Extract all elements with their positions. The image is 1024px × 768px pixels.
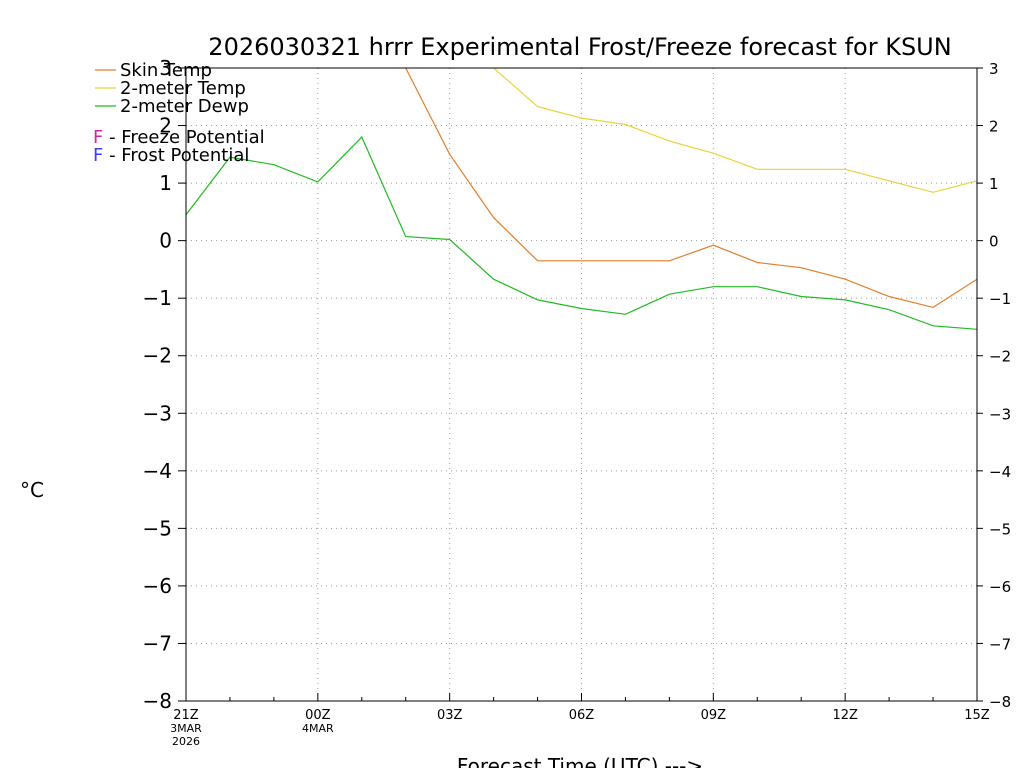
y-tick-label-left: −7 bbox=[143, 631, 172, 655]
potential-annotation: F - Freeze Potential bbox=[93, 127, 265, 148]
series-lines bbox=[186, 68, 977, 330]
potential-annotation: F - Frost Potential bbox=[93, 145, 249, 166]
x-tick-label: 03Z bbox=[437, 708, 463, 723]
series-line-skin-temp bbox=[405, 68, 977, 309]
y-tick-label-right: −8 bbox=[989, 693, 1011, 711]
y-tick-label-right: −3 bbox=[989, 405, 1011, 423]
y-axis-right: −8 −7 −6 −5 −4 −3 −2 −1 0 1 2 3 bbox=[977, 60, 1011, 711]
series-line-2-meter-temp bbox=[493, 68, 977, 193]
y-tick-label-right: −6 bbox=[989, 578, 1011, 596]
y-tick-label-right: 1 bbox=[989, 175, 999, 193]
y-tick-label-left: 0 bbox=[159, 229, 172, 253]
series-line-2-meter-dewp bbox=[186, 136, 977, 330]
potential-text: - Frost Potential bbox=[103, 145, 249, 166]
x-tick-label: 4MAR bbox=[302, 722, 334, 735]
x-tick-label: 12Z bbox=[832, 708, 858, 723]
y-tick-label-left: 2 bbox=[159, 114, 172, 138]
x-tick-label: 21Z bbox=[173, 708, 199, 723]
x-tick-label: 15Z bbox=[964, 708, 990, 723]
x-tick-label: 09Z bbox=[701, 708, 727, 723]
x-tick-label: 3MAR bbox=[170, 722, 202, 735]
x-tick-label: 00Z bbox=[305, 708, 331, 723]
y-tick-label-left: 3 bbox=[159, 56, 172, 80]
y-tick-label-right: 3 bbox=[989, 60, 999, 78]
y-tick-label-right: −2 bbox=[989, 348, 1011, 366]
y-tick-label-right: 0 bbox=[989, 233, 999, 251]
legend-label: 2-meter Dewp bbox=[120, 96, 249, 117]
x-axis-title: Forecast Time (UTC) ---> bbox=[457, 754, 703, 768]
potential-text: - Freeze Potential bbox=[103, 127, 264, 148]
y-tick-label-right: −7 bbox=[989, 635, 1011, 653]
y-tick-label-left: −2 bbox=[143, 344, 172, 368]
legend-label: 2-meter Temp bbox=[120, 78, 246, 99]
y-tick-label-right: −4 bbox=[989, 463, 1011, 481]
y-tick-label-left: −8 bbox=[143, 689, 172, 713]
y-tick-label-left: −6 bbox=[143, 574, 172, 598]
y-tick-label-left: −3 bbox=[143, 401, 172, 425]
y-tick-label-right: −5 bbox=[989, 520, 1011, 538]
y-tick-label-right: −1 bbox=[989, 290, 1011, 308]
grid-lines bbox=[186, 68, 977, 701]
potential-letter: F bbox=[93, 127, 103, 148]
y-axis-left: −8 −7 −6 −5 −4 −3 −2 −1 0 1 2 3 bbox=[143, 56, 186, 713]
y-tick-label-left: −4 bbox=[143, 459, 172, 483]
plot-frame bbox=[185, 67, 978, 702]
y-tick-label-left: −1 bbox=[143, 286, 172, 310]
y-tick-label-left: 1 bbox=[159, 171, 172, 195]
potential-letter: F bbox=[93, 145, 103, 166]
legend-label: Skin Temp bbox=[120, 60, 212, 81]
x-tick-label: 2026 bbox=[172, 735, 200, 748]
chart-title: 2026030321 hrrr Experimental Frost/Freez… bbox=[208, 33, 951, 61]
y-axis-unit-label: °C bbox=[20, 478, 44, 502]
y-tick-label-left: −5 bbox=[143, 516, 172, 540]
y-tick-label-right: 2 bbox=[989, 118, 999, 136]
x-tick-label: 06Z bbox=[569, 708, 595, 723]
